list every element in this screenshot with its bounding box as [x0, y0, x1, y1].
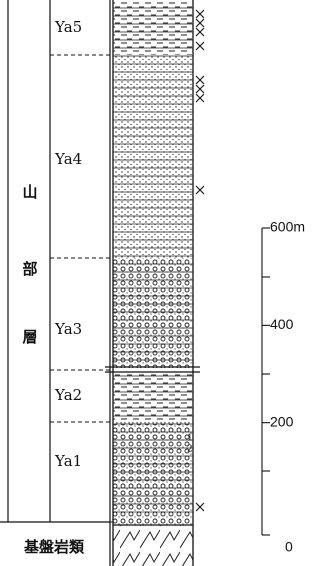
stratigraphic-column: 山 部 層 Ya5 Ya4 Ya3 Ya2 Ya1 基盤岩類 1 2 600m 4… [0, 0, 324, 566]
unit-label: Ya5 [54, 18, 82, 36]
unit-label: Ya4 [54, 150, 82, 168]
formation-char: 山 [22, 183, 37, 201]
formation-char: 層 [22, 328, 37, 346]
formation-char: 部 [22, 260, 37, 278]
scale [262, 228, 270, 535]
annotation: 1 [187, 434, 193, 444]
scale-label: 200 [270, 413, 294, 429]
frame [0, 0, 113, 566]
unit-label: Ya1 [54, 452, 82, 470]
scale-label: 0 [285, 539, 293, 555]
column [105, 0, 200, 566]
markers [196, 10, 204, 511]
unit-label: Ya3 [54, 320, 82, 338]
unit-label: Ya2 [54, 386, 82, 404]
annotation: 2 [187, 445, 193, 455]
scale-label: 600m [270, 219, 305, 235]
scale-label: 400 [270, 316, 294, 332]
basement-label: 基盤岩類 [23, 538, 85, 556]
